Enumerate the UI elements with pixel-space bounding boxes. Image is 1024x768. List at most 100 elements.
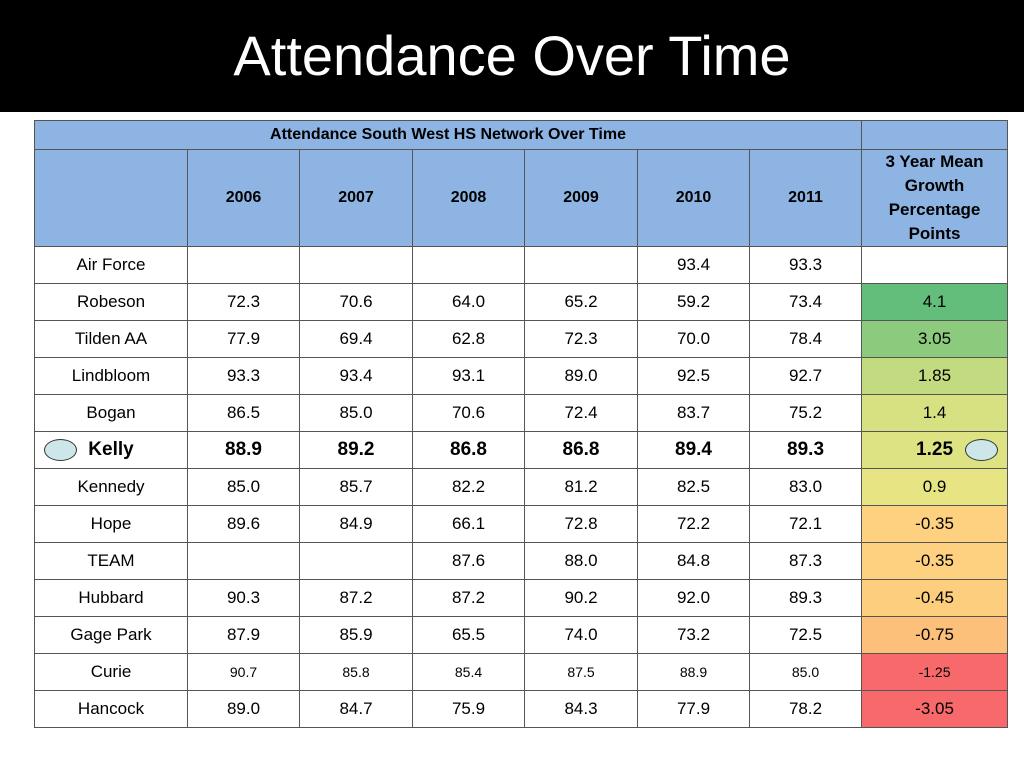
growth-value-cell: 4.1	[861, 283, 1009, 321]
attendance-value-cell: 84.8	[637, 542, 750, 580]
attendance-value-cell: 93.3	[748, 246, 863, 284]
caption-row: Attendance South West HS Network Over Ti…	[33, 120, 1009, 150]
growth-value-cell: 1.4	[861, 394, 1009, 432]
attendance-value-cell: 89.3	[748, 431, 863, 469]
attendance-value-cell: 89.4	[637, 431, 750, 469]
growth-value-cell: -0.35	[861, 542, 1009, 580]
school-name: Kelly	[88, 439, 134, 460]
table-row: Kelly 88.9 89.2 86.8 86.8 89.4 89.3 1.25	[34, 431, 1009, 469]
attendance-value-cell: 72.5	[748, 616, 863, 654]
attendance-value-cell: 75.9	[412, 690, 525, 728]
attendance-value-cell: 87.6	[412, 542, 525, 580]
table-caption: Attendance South West HS Network Over Ti…	[33, 120, 863, 150]
growth-value: 0.9	[922, 477, 947, 496]
table-row: Robeson 72.3 70.6 64.0 65.2 59.2 73.4 4.1	[34, 283, 1009, 321]
table-row: Gage Park 87.9 85.9 65.5 74.0 73.2 72.5 -0.75	[34, 616, 1009, 654]
growth-value-cell: -1.25	[861, 653, 1009, 691]
growth-value: 1.25	[916, 439, 954, 460]
column-header-2009: 2009	[524, 149, 638, 247]
growth-value-cell: -0.75	[861, 616, 1009, 654]
attendance-value-cell: 87.2	[299, 579, 413, 617]
attendance-value-cell: 90.3	[187, 579, 300, 617]
attendance-value-cell: 88.9	[187, 431, 300, 469]
column-header-2010: 2010	[637, 149, 750, 247]
caption-blank-cell	[861, 120, 1009, 150]
school-name: Lindbloom	[71, 366, 151, 385]
attendance-value-cell: 85.9	[299, 616, 413, 654]
table-row: Bogan 86.5 85.0 70.6 72.4 83.7 75.2 1.4	[34, 394, 1009, 432]
school-name-cell: Kelly	[34, 431, 188, 469]
attendance-value-cell: 85.0	[748, 653, 863, 691]
attendance-value-cell: 87.3	[748, 542, 863, 580]
school-name: Hubbard	[78, 588, 144, 607]
table-row: Hancock 89.0 84.7 75.9 84.3 77.9 78.2 -3.05	[34, 690, 1009, 728]
growth-value: -0.45	[915, 588, 954, 607]
attendance-value-cell: 73.4	[748, 283, 863, 321]
table-row: Tilden AA 77.9 69.4 62.8 72.3 70.0 78.4 3.05	[34, 320, 1009, 358]
growth-value-cell: 0.9	[861, 468, 1009, 506]
attendance-value-cell: 72.3	[524, 320, 638, 358]
attendance-value-cell	[524, 246, 638, 284]
attendance-value-cell: 83.7	[637, 394, 750, 432]
attendance-value-cell: 93.4	[637, 246, 750, 284]
attendance-value-cell: 89.0	[187, 690, 300, 728]
attendance-value-cell: 82.2	[412, 468, 525, 506]
growth-value-cell: -3.05	[861, 690, 1009, 728]
attendance-value-cell: 85.4	[412, 653, 525, 691]
growth-value-cell: 1.25	[861, 431, 1009, 469]
table-row: Curie 90.7 85.8 85.4 87.5 88.9 85.0 -1.25	[34, 653, 1009, 691]
attendance-value-cell: 87.9	[187, 616, 300, 654]
school-name-cell: Hubbard	[34, 579, 188, 617]
column-header-2008: 2008	[412, 149, 525, 247]
school-name-cell: Kennedy	[34, 468, 188, 506]
attendance-value-cell: 85.0	[299, 394, 413, 432]
attendance-value-cell: 65.5	[412, 616, 525, 654]
attendance-value-cell: 93.3	[187, 357, 300, 395]
attendance-value-cell: 87.5	[524, 653, 638, 691]
attendance-value-cell: 84.9	[299, 505, 413, 543]
school-name: Hancock	[77, 699, 145, 718]
attendance-value-cell: 88.9	[637, 653, 750, 691]
column-header-school	[34, 149, 188, 247]
column-header-2007: 2007	[299, 149, 413, 247]
attendance-value-cell	[187, 542, 300, 580]
attendance-value-cell: 70.6	[412, 394, 525, 432]
attendance-value-cell: 72.8	[524, 505, 638, 543]
attendance-value-cell: 70.6	[299, 283, 413, 321]
attendance-value-cell: 92.7	[748, 357, 863, 395]
attendance-value-cell: 72.3	[187, 283, 300, 321]
attendance-value-cell: 86.8	[524, 431, 638, 469]
growth-value: -0.35	[915, 514, 954, 533]
table-row: Air Force 93.4 93.3	[34, 246, 1009, 284]
title-bar: Attendance Over Time	[0, 0, 1024, 112]
school-name-cell: Robeson	[34, 283, 188, 321]
attendance-value-cell: 93.4	[299, 357, 413, 395]
attendance-value-cell: 65.2	[524, 283, 638, 321]
table-row: Hubbard 90.3 87.2 87.2 90.2 92.0 89.3 -0.45	[34, 579, 1009, 617]
table-row: TEAM 87.6 88.0 84.8 87.3 -0.35	[34, 542, 1009, 580]
growth-value-cell: 1.85	[861, 357, 1009, 395]
attendance-value-cell: 87.2	[412, 579, 525, 617]
attendance-value-cell: 86.8	[412, 431, 525, 469]
column-header-2011: 2011	[748, 149, 863, 247]
attendance-value-cell: 69.4	[299, 320, 413, 358]
school-name: Air Force	[76, 255, 146, 274]
growth-value: -0.75	[915, 625, 954, 644]
growth-value: 3.05	[918, 329, 952, 348]
school-name: Curie	[90, 662, 132, 681]
school-name-cell: Lindbloom	[34, 357, 188, 395]
table-row: Lindbloom 93.3 93.4 93.1 89.0 92.5 92.7 1.85	[34, 357, 1009, 395]
attendance-value-cell: 89.0	[524, 357, 638, 395]
attendance-value-cell: 88.0	[524, 542, 638, 580]
growth-value-cell: -0.35	[861, 505, 1009, 543]
attendance-value-cell: 59.2	[637, 283, 750, 321]
school-name: Gage Park	[70, 625, 152, 644]
attendance-value-cell: 85.7	[299, 468, 413, 506]
attendance-value-cell: 64.0	[412, 283, 525, 321]
school-name: TEAM	[87, 551, 135, 570]
page-title: Attendance Over Time	[233, 24, 791, 87]
school-name-cell: Gage Park	[34, 616, 188, 654]
school-name: Robeson	[76, 292, 146, 311]
column-header-growth: 3 Year Mean Growth Percentage Points	[861, 149, 1009, 247]
attendance-value-cell: 77.9	[187, 320, 300, 358]
